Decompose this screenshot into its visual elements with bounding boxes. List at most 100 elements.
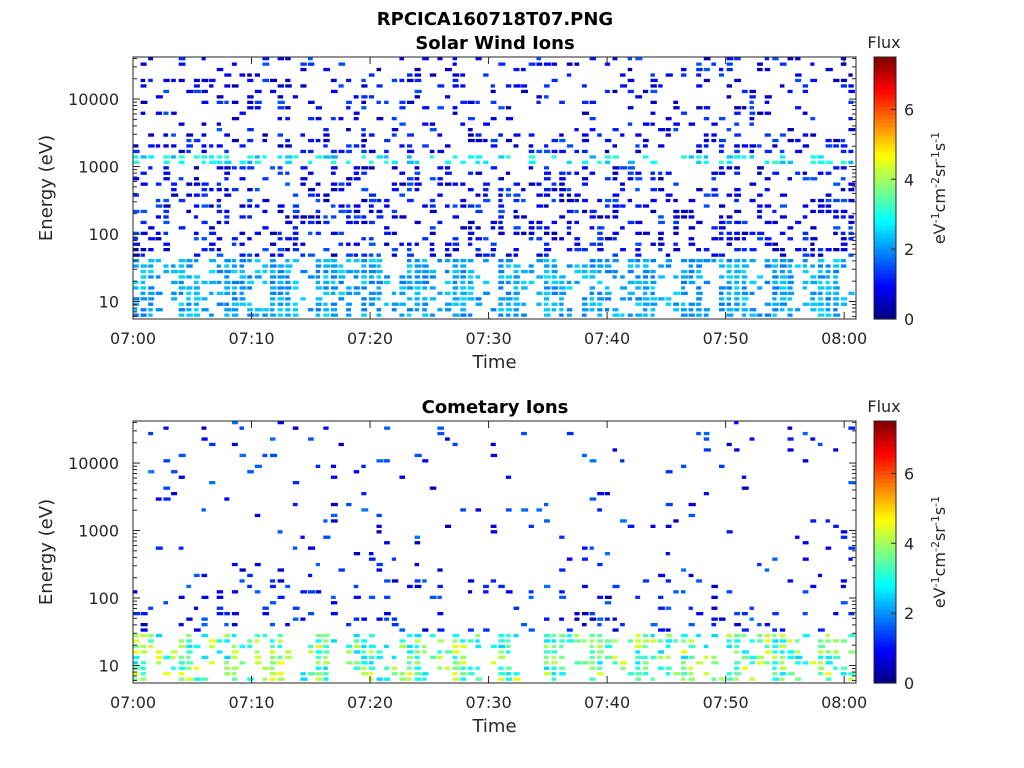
heatmap-cell — [361, 100, 366, 104]
heatmap-cell — [764, 204, 772, 208]
heatmap-cell — [559, 286, 566, 290]
heatmap-cell — [224, 171, 230, 175]
heatmap-cell — [566, 264, 573, 268]
heatmap-cell — [353, 269, 360, 274]
heatmap-cell — [209, 204, 214, 208]
heatmap-cell — [734, 291, 741, 295]
heatmap-cell — [642, 661, 649, 665]
heatmap-cell — [627, 297, 633, 301]
heatmap-cell — [627, 672, 635, 676]
heatmap-cell — [292, 248, 300, 252]
heatmap-cell — [445, 437, 450, 441]
heatmap-cell — [262, 57, 270, 61]
heatmap-cell — [810, 302, 818, 306]
heatmap-cell — [452, 237, 459, 241]
heatmap-cell — [368, 633, 375, 638]
heatmap-cell — [589, 100, 597, 104]
heatmap-cell — [620, 666, 626, 670]
colorbar-swatch — [874, 257, 896, 263]
heatmap-cell — [330, 253, 338, 257]
heatmap-cell — [719, 237, 724, 241]
heatmap-cell — [376, 655, 383, 659]
heatmap-cell — [384, 231, 391, 235]
heatmap-cell — [764, 95, 772, 99]
heatmap-cell — [277, 297, 285, 301]
heatmap-cell — [840, 584, 846, 589]
heatmap-cell — [346, 100, 352, 104]
heatmap-cell — [582, 138, 589, 143]
heatmap-cell — [285, 650, 292, 654]
heatmap-cell — [193, 231, 199, 235]
heatmap-cell — [840, 237, 847, 241]
heatmap-cell — [308, 193, 315, 197]
heatmap-cell — [422, 122, 429, 126]
heatmap-cell — [163, 133, 169, 137]
heatmap-cell — [642, 138, 649, 143]
heatmap-cell — [650, 297, 658, 301]
heatmap-cell — [741, 248, 747, 252]
heatmap-cell — [840, 672, 847, 676]
heatmap-cell — [346, 177, 353, 181]
heatmap-cell — [247, 313, 255, 317]
heatmap-cell — [734, 171, 741, 175]
heatmap-cell — [620, 297, 626, 301]
heatmap-cell — [536, 204, 544, 208]
heatmap-cell — [620, 623, 625, 627]
heatmap-cell — [140, 275, 147, 279]
heatmap-cell — [414, 220, 421, 225]
heatmap-cell — [582, 209, 588, 214]
heatmap-cell — [201, 595, 209, 599]
heatmap-cell — [779, 291, 787, 295]
heatmap-cell — [330, 280, 336, 285]
heatmap-cell — [604, 215, 610, 219]
heatmap-cell — [239, 177, 246, 181]
heatmap-cell — [483, 590, 489, 594]
heatmap-cell — [719, 308, 725, 312]
heatmap-cell — [802, 302, 810, 306]
heatmap-cell — [460, 661, 467, 665]
heatmap-cell — [795, 106, 802, 110]
heatmap-cell — [353, 171, 359, 175]
heatmap-cell — [460, 84, 466, 88]
heatmap-cell — [833, 248, 840, 252]
heatmap-cell — [429, 253, 436, 257]
heatmap-cell — [239, 215, 246, 219]
heatmap-cell — [681, 590, 686, 594]
colorbar-swatch — [874, 249, 896, 255]
colorbar-tick-label: 2 — [904, 604, 914, 623]
heatmap-cell — [589, 650, 595, 654]
heatmap-cell — [247, 188, 253, 192]
heatmap-cell — [193, 193, 200, 197]
heatmap-cell — [201, 426, 207, 430]
heatmap-cell — [498, 584, 505, 589]
heatmap-cell — [330, 601, 338, 605]
heatmap-cell — [490, 453, 498, 458]
heatmap-cell — [528, 231, 535, 235]
heatmap-cell — [140, 644, 147, 649]
heatmap-cell — [133, 655, 140, 659]
heatmap-cell — [574, 269, 582, 274]
heatmap-cell — [407, 280, 413, 285]
heatmap-cell — [399, 644, 407, 649]
colorbar-swatch — [874, 519, 896, 524]
heatmap-cell — [384, 204, 390, 208]
heatmap-cell — [589, 633, 595, 638]
heatmap-cell — [368, 259, 376, 263]
heatmap-cell — [224, 177, 229, 181]
heatmap-cell — [787, 426, 793, 430]
heatmap-cell — [323, 661, 330, 665]
heatmap-cell — [292, 237, 299, 241]
heatmap-cell — [247, 470, 254, 474]
colorbar-swatch — [874, 126, 896, 132]
heatmap-cell — [209, 661, 215, 665]
colorbar-swatch — [874, 163, 896, 169]
heatmap-cell — [779, 160, 786, 164]
heatmap-cell — [802, 459, 809, 463]
heatmap-cell — [498, 655, 506, 659]
heatmap-cell — [148, 57, 153, 61]
heatmap-cell — [681, 677, 686, 681]
heatmap-cell — [658, 639, 663, 643]
heatmap-cell — [848, 481, 856, 485]
heatmap-cell — [848, 117, 853, 121]
heatmap-cell — [330, 595, 336, 599]
